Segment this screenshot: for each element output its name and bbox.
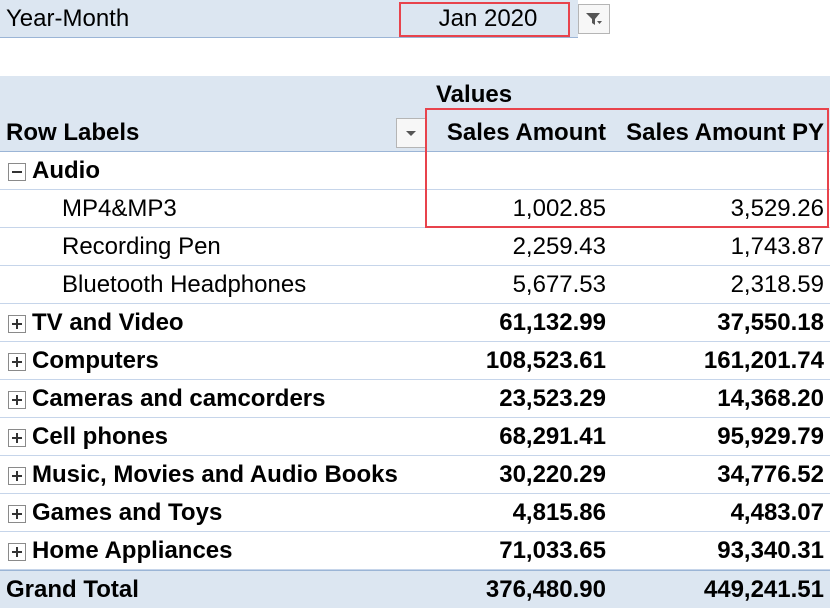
expand-toggle[interactable] — [8, 353, 26, 371]
sales-amount-py-value: 4,483.07 — [730, 499, 824, 526]
item-label: Recording Pen — [62, 233, 221, 260]
sales-amount-value: 4,815.86 — [512, 499, 606, 526]
category-row: Cameras and camcorders 23,523.29 14,368.… — [0, 380, 830, 418]
expand-toggle[interactable] — [8, 391, 26, 409]
column-header-sales-amount-py: Sales Amount PY — [626, 119, 824, 146]
values-header: Values — [436, 81, 513, 108]
category-label: Home Appliances — [32, 537, 233, 564]
category-label: TV and Video — [32, 309, 184, 336]
sales-amount-py-value: 37,550.18 — [717, 309, 824, 336]
category-row-audio: Audio — [0, 152, 830, 190]
category-label: Audio — [32, 157, 100, 184]
filter-field-value[interactable]: Jan 2020 — [398, 0, 578, 38]
row-labels-dropdown-button[interactable] — [396, 118, 426, 148]
expand-toggle[interactable] — [8, 467, 26, 485]
grand-total-row: Grand Total 376,480.90 449,241.51 — [0, 570, 830, 608]
filter-dropdown-button[interactable] — [578, 4, 610, 34]
category-row: Home Appliances 71,033.65 93,340.31 — [0, 532, 830, 570]
table-row: MP4&MP3 1,002.85 3,529.26 — [0, 190, 830, 228]
category-row: TV and Video 61,132.99 37,550.18 — [0, 304, 830, 342]
category-row: Computers 108,523.61 161,201.74 — [0, 342, 830, 380]
item-label: MP4&MP3 — [62, 195, 177, 222]
grand-total-sales-amount-py: 449,241.51 — [703, 576, 824, 603]
sales-amount-py-value: 95,929.79 — [717, 423, 824, 450]
item-label: Bluetooth Headphones — [62, 271, 307, 298]
category-label: Cameras and camcorders — [32, 385, 326, 412]
category-label: Cell phones — [32, 423, 169, 450]
chevron-down-icon — [406, 131, 416, 136]
sales-amount-py-value: 34,776.52 — [717, 461, 824, 488]
row-labels-header: Row Labels — [6, 119, 140, 146]
collapse-toggle[interactable] — [8, 163, 26, 181]
sales-amount-py-value: 1,743.87 — [730, 233, 824, 260]
category-row: Cell phones 68,291.41 95,929.79 — [0, 418, 830, 456]
sales-amount-value: 61,132.99 — [499, 309, 606, 336]
grand-total-sales-amount: 376,480.90 — [485, 576, 606, 603]
grand-total-label: Grand Total — [6, 576, 139, 603]
sales-amount-value: 2,259.43 — [512, 233, 606, 260]
category-row: Games and Toys 4,815.86 4,483.07 — [0, 494, 830, 532]
report-filter: Year-Month Jan 2020 — [0, 0, 612, 38]
values-header-row: Values — [0, 76, 830, 114]
expand-toggle[interactable] — [8, 543, 26, 561]
table-row: Recording Pen 2,259.43 1,743.87 — [0, 228, 830, 266]
sales-amount-value: 68,291.41 — [499, 423, 606, 450]
sales-amount-py-value: 14,368.20 — [717, 385, 824, 412]
table-row: Bluetooth Headphones 5,677.53 2,318.59 — [0, 266, 830, 304]
expand-toggle[interactable] — [8, 315, 26, 333]
sales-amount-value: 30,220.29 — [499, 461, 606, 488]
filter-field-label: Year-Month — [0, 0, 398, 38]
expand-toggle[interactable] — [8, 505, 26, 523]
sales-amount-value: 1,002.85 — [512, 195, 606, 222]
column-header-row: Row Labels Sales Amount Sales Amount PY — [0, 114, 830, 152]
category-label: Music, Movies and Audio Books — [32, 461, 398, 488]
sales-amount-value: 5,677.53 — [512, 271, 606, 298]
sales-amount-py-value: 93,340.31 — [717, 537, 824, 564]
category-label: Computers — [32, 347, 159, 374]
pivot-table: Values Row Labels Sales Amount Sales Amo… — [0, 76, 830, 608]
sales-amount-py-value: 2,318.59 — [730, 271, 824, 298]
category-label: Games and Toys — [32, 499, 223, 526]
expand-toggle[interactable] — [8, 429, 26, 447]
sales-amount-value: 71,033.65 — [499, 537, 606, 564]
sales-amount-py-value: 161,201.74 — [703, 347, 824, 374]
sales-amount-value: 23,523.29 — [499, 385, 606, 412]
sales-amount-py-value: 3,529.26 — [730, 195, 824, 222]
category-row: Music, Movies and Audio Books 30,220.29 … — [0, 456, 830, 494]
column-header-sales-amount: Sales Amount — [446, 119, 606, 146]
sales-amount-value: 108,523.61 — [485, 347, 606, 374]
filter-icon — [586, 13, 602, 25]
